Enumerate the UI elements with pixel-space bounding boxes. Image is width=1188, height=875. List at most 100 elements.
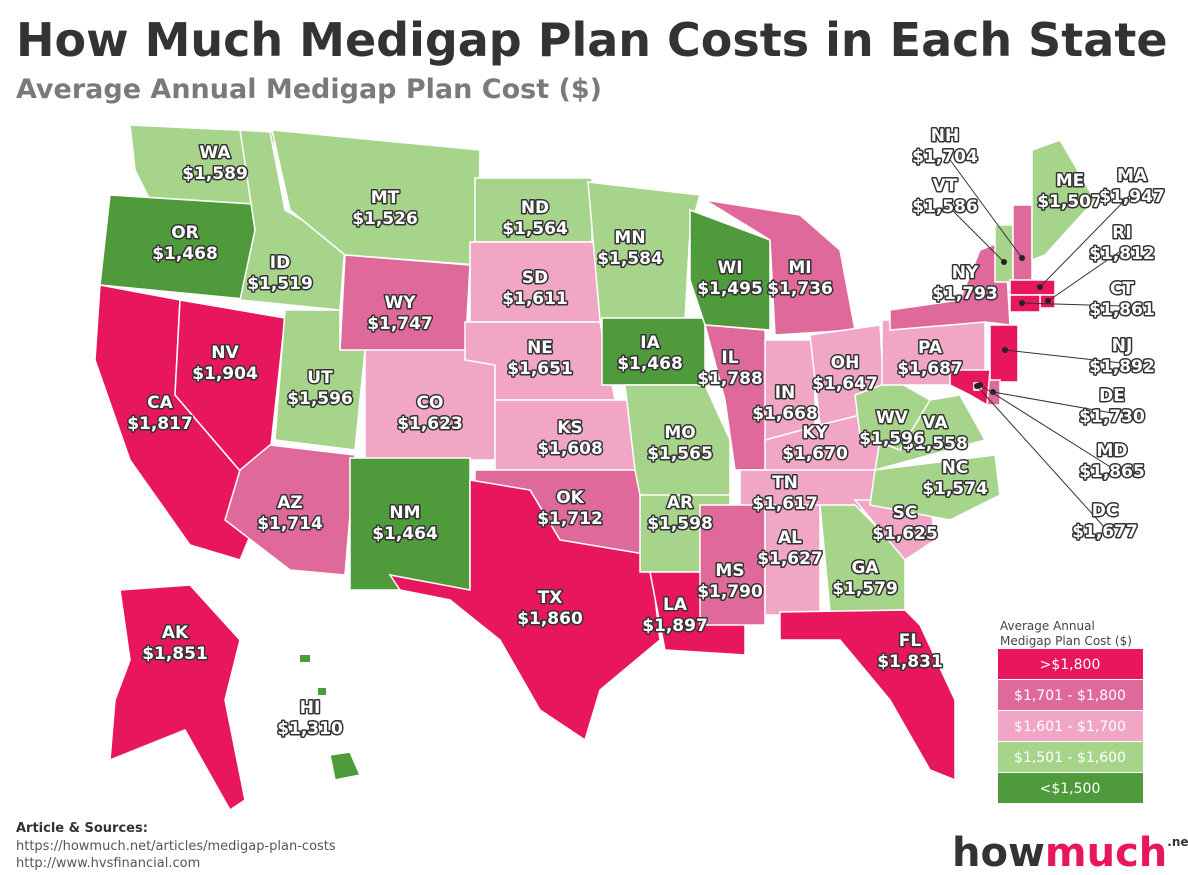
state-cost: $1,579: [832, 579, 898, 599]
state-cost: $1,651: [507, 359, 573, 379]
state-cost: $1,623: [397, 414, 463, 434]
state: [1031, 139, 1096, 262]
state-abbr: MS: [715, 561, 744, 581]
state: [1009, 279, 1056, 296]
state-cost: $1,586: [912, 197, 978, 217]
state-abbr: GA: [851, 558, 879, 578]
state-abbr: AR: [667, 493, 693, 513]
state-abbr: FL: [899, 631, 922, 651]
leader-line: [979, 384, 1113, 469]
legend-swatch: [998, 742, 1143, 772]
leader-line: [992, 391, 1113, 414]
legend-label: $1,601 - $1,700: [1014, 719, 1126, 735]
state-cost: $1,565: [647, 444, 713, 464]
state-abbr: VT: [933, 176, 958, 196]
state-cost: $1,747: [367, 314, 433, 334]
state-cost: $1,526: [352, 209, 418, 229]
state-abbr: MN: [614, 228, 645, 248]
state-cost: $1,670: [782, 444, 848, 464]
state: [239, 129, 346, 311]
state-cost: $1,584: [597, 249, 663, 269]
legend-swatch: [998, 680, 1143, 710]
state: [989, 324, 1019, 383]
state-cost: $1,865: [1079, 462, 1145, 482]
state-abbr: HI: [300, 698, 321, 718]
state-cost: $1,596: [859, 429, 925, 449]
state-cost: $1,793: [932, 284, 998, 304]
state-abbr: CO: [417, 393, 444, 413]
logo-part: .net: [1167, 835, 1188, 849]
state-cost: $1,468: [152, 244, 218, 264]
leader-dot: [974, 383, 980, 389]
source-link: http://www.hvsfinancial.com: [16, 856, 200, 871]
state-abbr: WI: [717, 258, 742, 278]
state-abbr: WV: [876, 408, 909, 428]
state-cost: $1,611: [502, 289, 568, 309]
legend-swatch: [998, 773, 1143, 803]
state-abbr: OR: [171, 223, 199, 243]
state: [329, 751, 362, 781]
leader-line: [1004, 349, 1123, 364]
state-abbr: DC: [1092, 501, 1119, 521]
title: How Much Medigap Plan Costs in Each Stat…: [16, 13, 1168, 67]
state-cost: $1,507: [1037, 192, 1103, 212]
state-abbr: NY: [952, 263, 979, 283]
state-cost: $1,617: [752, 494, 818, 514]
logo: howmuch.net: [952, 830, 1188, 875]
leader-dot: [990, 389, 996, 395]
state-abbr: WY: [384, 293, 416, 313]
state-cost: $1,861: [1089, 300, 1155, 320]
state-cost: $1,714: [257, 514, 323, 534]
state-abbr: NV: [211, 343, 239, 363]
state-abbr: IN: [775, 383, 796, 403]
state-abbr: MO: [664, 423, 695, 443]
state-cost: $1,892: [1089, 357, 1155, 377]
leader-dot: [1019, 255, 1025, 261]
state-abbr: MA: [1117, 166, 1148, 186]
state: [949, 369, 991, 407]
state-cost: $1,625: [872, 524, 938, 544]
state-cost: $1,668: [752, 404, 818, 424]
leader-dot: [1019, 300, 1025, 306]
state-cost: $1,468: [617, 354, 683, 374]
state-abbr: PA: [918, 338, 943, 358]
state-abbr: ME: [1056, 171, 1085, 191]
state-cost: $1,736: [767, 279, 833, 299]
state-cost: $1,904: [192, 364, 258, 384]
state-abbr: ID: [270, 253, 290, 273]
state-cost: $1,677: [1072, 522, 1138, 542]
state-abbr: IL: [721, 348, 738, 368]
legend-label: $1,701 - $1,800: [1014, 688, 1126, 704]
leader-line: [1047, 249, 1123, 302]
state-abbr: AL: [778, 528, 802, 548]
state-abbr: AK: [162, 623, 189, 643]
legend-swatch: [998, 711, 1143, 741]
legend-title: Average Annual: [1000, 619, 1095, 633]
state-abbr: OH: [831, 353, 860, 373]
leader-dot: [1037, 284, 1043, 290]
state-cost: $1,687: [897, 359, 963, 379]
state: [1012, 204, 1033, 289]
state-cost: $1,860: [517, 609, 583, 629]
state-cost: $1,647: [812, 374, 878, 394]
state-cost: $1,564: [502, 219, 568, 239]
state-abbr: VA: [922, 413, 948, 433]
source-link: https://howmuch.net/articles/medigap-pla…: [16, 839, 336, 854]
state-abbr: LA: [663, 595, 688, 615]
state-cost: $1,574: [922, 479, 988, 499]
state-abbr: TX: [538, 588, 563, 608]
leader-line: [944, 152, 1023, 259]
state-abbr: ND: [521, 198, 549, 218]
state-cost: $1,790: [697, 582, 763, 602]
state-cost: $1,730: [1079, 407, 1145, 427]
state-abbr: MT: [371, 188, 400, 208]
legend-label: $1,501 - $1,600: [1014, 750, 1126, 766]
state-cost: $1,495: [697, 279, 763, 299]
state-cost: $1,464: [372, 524, 438, 544]
state-cost: $1,851: [142, 644, 208, 664]
state-cost: $1,704: [912, 147, 978, 167]
state-abbr: UT: [307, 368, 333, 388]
state-abbr: KS: [557, 418, 582, 438]
